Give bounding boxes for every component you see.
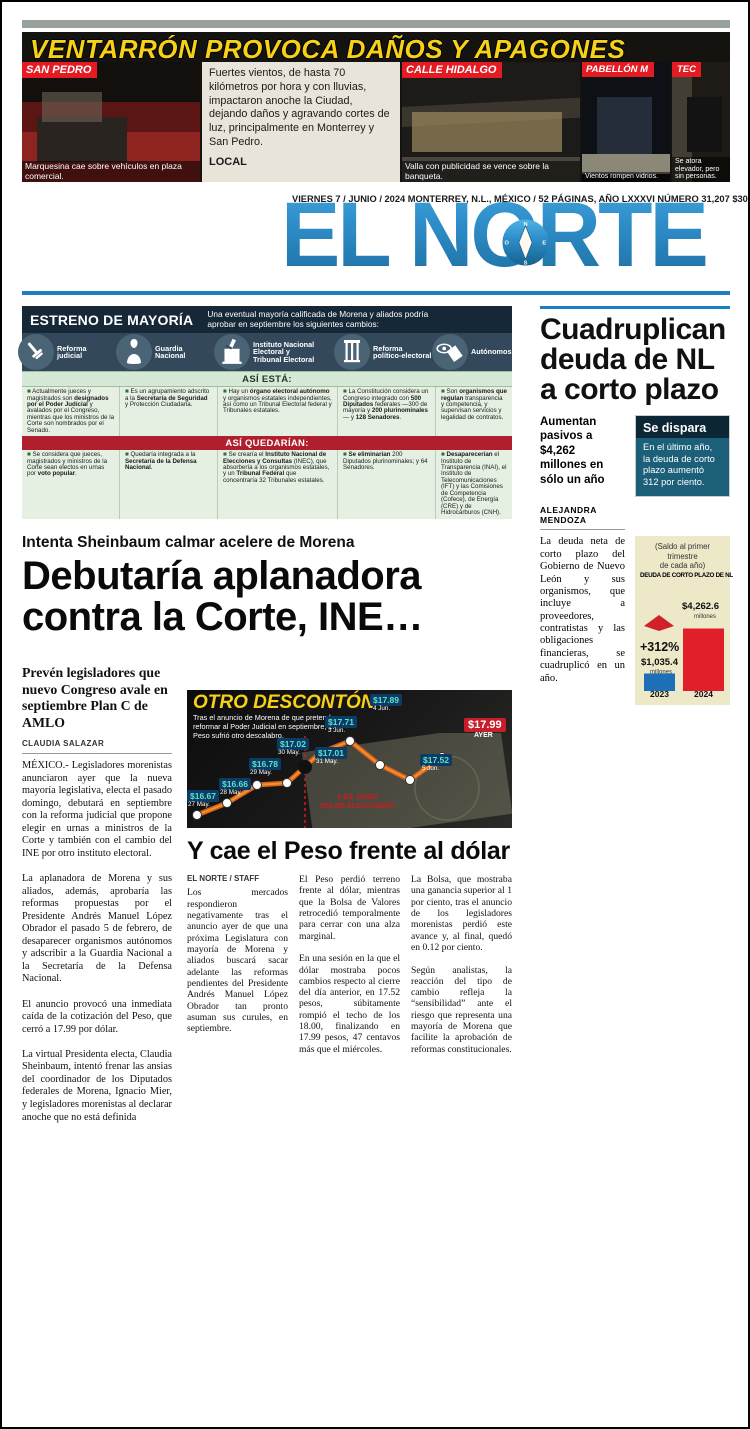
svg-text:2024: 2024: [694, 689, 713, 699]
svg-text:E: E: [542, 240, 546, 246]
svg-text:N: N: [523, 222, 527, 228]
svg-text:+312%: +312%: [640, 640, 679, 654]
svg-text:2023: 2023: [650, 689, 669, 699]
svg-text:$4,262.6: $4,262.6: [682, 601, 719, 612]
svg-text:millones: millones: [694, 614, 716, 620]
svg-text:O: O: [505, 240, 510, 246]
svg-text:$1,035.4: $1,035.4: [641, 657, 679, 668]
svg-text:S: S: [524, 261, 528, 266]
